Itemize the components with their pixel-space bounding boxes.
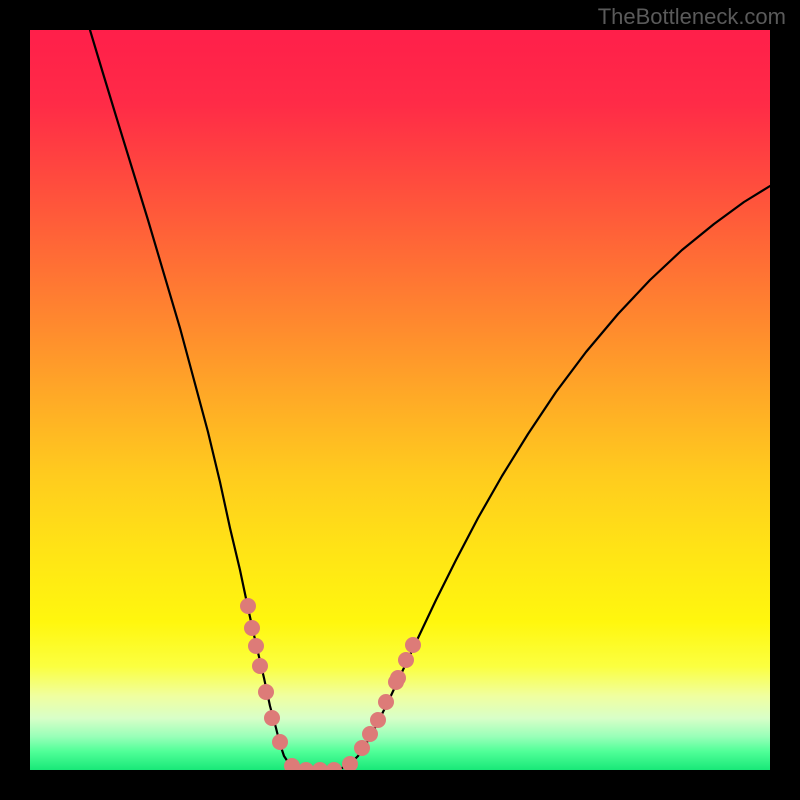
data-point — [244, 620, 260, 636]
plot-area — [30, 30, 770, 770]
data-point — [326, 762, 342, 770]
data-point — [240, 598, 256, 614]
bottleneck-curve-left — [90, 30, 314, 770]
data-points — [240, 598, 421, 770]
data-point — [354, 740, 370, 756]
data-point — [248, 638, 264, 654]
curve-layer — [30, 30, 770, 770]
data-point — [405, 637, 421, 653]
data-point — [398, 652, 414, 668]
data-point — [272, 734, 288, 750]
data-point — [312, 762, 328, 770]
data-point — [298, 762, 314, 770]
data-point — [378, 694, 394, 710]
data-point — [264, 710, 280, 726]
data-point — [252, 658, 268, 674]
data-point — [258, 684, 274, 700]
data-point — [370, 712, 386, 728]
watermark-text: TheBottleneck.com — [598, 4, 786, 30]
bottleneck-curve-right — [314, 186, 770, 770]
data-point — [362, 726, 378, 742]
data-point — [388, 674, 404, 690]
